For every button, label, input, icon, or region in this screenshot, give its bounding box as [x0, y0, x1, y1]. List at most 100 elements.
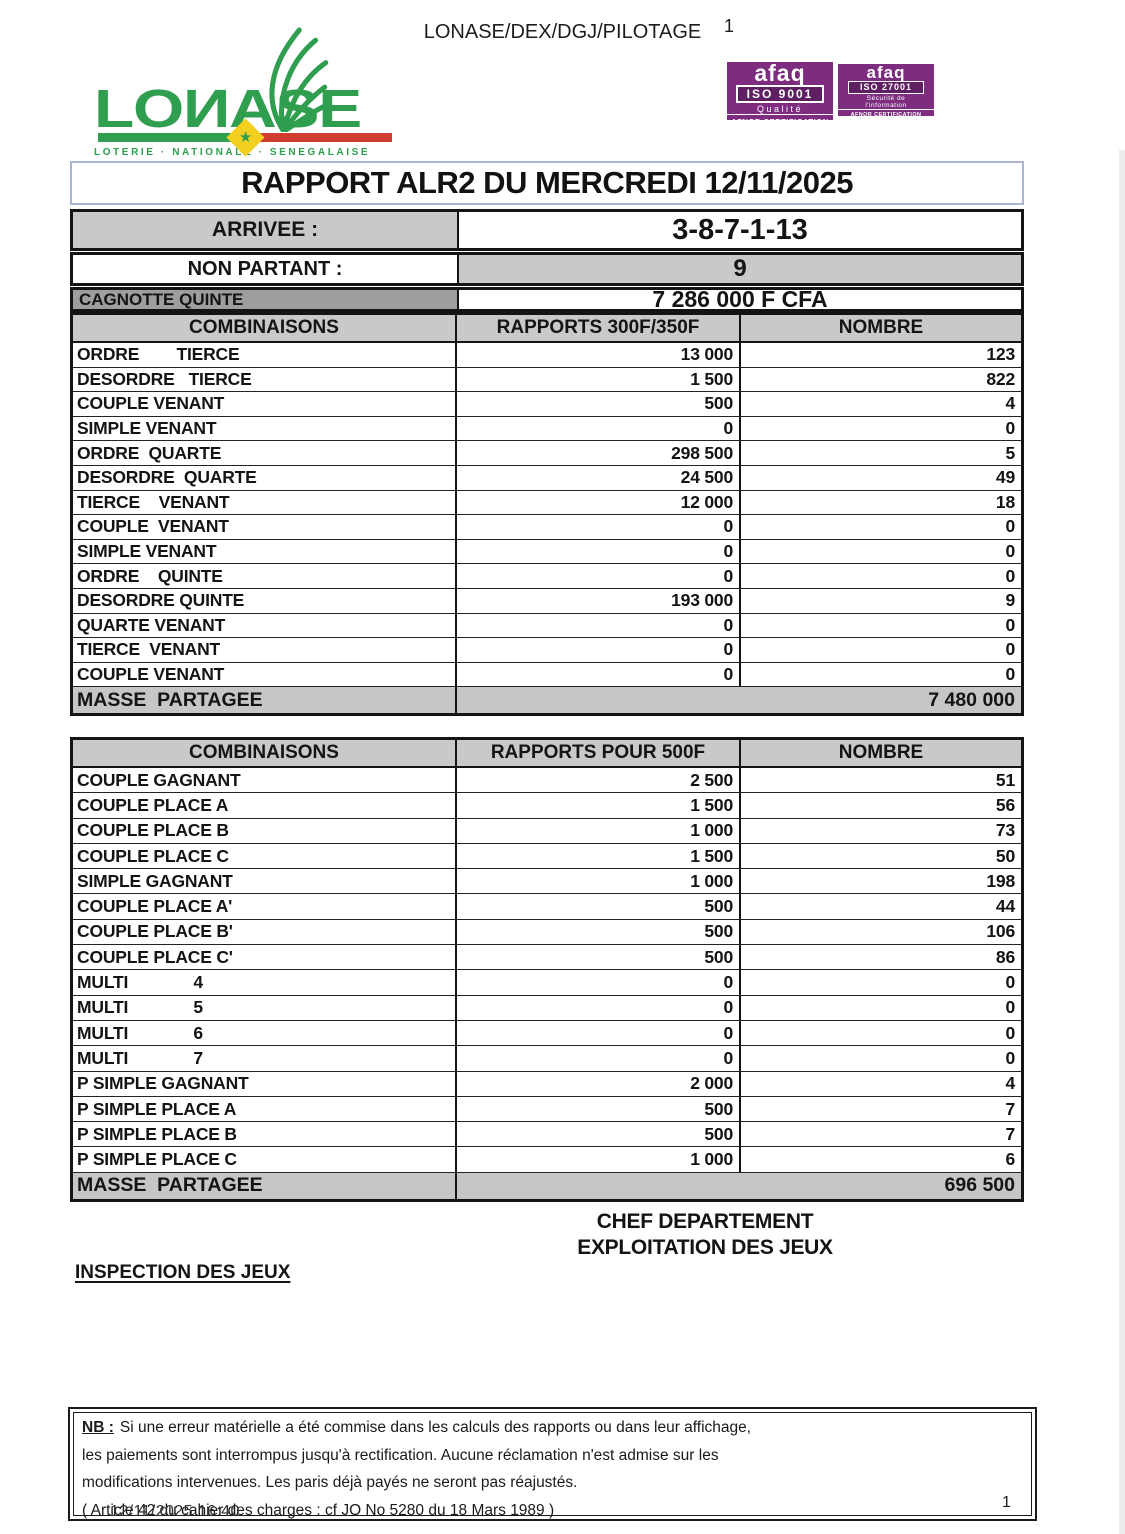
nombre-value: 0 [1005, 972, 1015, 993]
non-partant-label: NON PARTANT : [73, 255, 459, 283]
nombre-value: 4 [1005, 393, 1015, 414]
footer-page-number: 1 [1002, 1494, 1011, 1511]
rapport-value: 0 [457, 613, 741, 638]
table-row: DESORDRE QUARTE 24 500 49 [73, 465, 1021, 491]
rapport-value: 0 [457, 515, 741, 539]
footer-timestamp: 12/11/2025 16:40 [110, 1503, 240, 1520]
table-row: COUPLE PLACE C 1 500 50 [73, 843, 1021, 870]
logo-tagline: LOTERIE · NATIONALE · SENEGALAISE [94, 147, 371, 158]
nb-text-1: Si une erreur matérielle a été commise d… [119, 1419, 752, 1436]
nombre-value: 106 [986, 921, 1015, 942]
rapport-value: 13 000 [457, 343, 741, 367]
combination-label: ORDRE QUARTE [73, 441, 457, 465]
nombre-value: 5 [1005, 442, 1015, 463]
masse-partagee-row: MASSE PARTAGEE 696 500 [73, 1172, 1021, 1199]
nombre-value: 7 [1005, 1123, 1015, 1144]
rapports-500f-table: COMBINAISONS RAPPORTS POUR 500F NOMBRE C… [70, 737, 1024, 1202]
report-title: RAPPORT ALR2 DU MERCREDI 12/11/2025 [241, 165, 853, 200]
arrivee-label: ARRIVEE : [73, 212, 459, 248]
arrivee-row: ARRIVEE : 3-8-7-1-13 [70, 209, 1024, 251]
nb-line-2: les paiements sont interrompus jusqu'à r… [82, 1446, 719, 1464]
nombre-value: 9 [1005, 590, 1015, 611]
logo-flag-bars: ★ [98, 117, 392, 157]
nombre-value: 0 [1005, 418, 1015, 439]
nombre-value: 123 [986, 344, 1015, 365]
table-row: TIERCE VENANT 0 0 [73, 638, 1021, 663]
logo-wordmark: LOИASE [94, 79, 362, 139]
nombre-value: 0 [1005, 639, 1015, 660]
nombre-value: 6 [1005, 1149, 1015, 1170]
rapport-value: 500 [457, 945, 741, 970]
nombre-value: 0 [1005, 565, 1015, 586]
nombre-value: 0 [1005, 614, 1015, 635]
nb-label: NB : [82, 1419, 114, 1436]
rapport-value: 1 500 [457, 843, 741, 869]
table-row: ORDRE QUARTE 298 500 5 [73, 441, 1021, 466]
chef-line2: EXPLOITATION DES JEUX [577, 1236, 833, 1259]
combination-label: DESORDRE TIERCE [73, 367, 457, 392]
nombre-value: 198 [986, 870, 1015, 891]
rapport-value: 500 [457, 919, 741, 945]
chef-departement-signature: CHEF DEPARTEMENT EXPLOITATION DES JEUX [530, 1209, 880, 1261]
afaq-iso9001-badge: afaq ISO 9001 Qualité AFNOR CERTIFICATIO… [727, 62, 833, 126]
table-row: COUPLE PLACE A 1 500 56 [73, 793, 1021, 819]
nombre-value: 822 [986, 368, 1015, 389]
combination-label: ORDRE QUINTE [73, 564, 457, 588]
combination-label: DESORDRE QUARTE [73, 465, 457, 490]
combination-label: COUPLE PLACE A' [73, 894, 457, 919]
nombre-value: 7 [1005, 1098, 1015, 1119]
wing-icon [269, 27, 329, 132]
table-row: P SIMPLE GAGNANT 2 000 4 [73, 1071, 1021, 1097]
header-combinaisons: COMBINAISONS [73, 740, 457, 766]
table-row: MULTI 4 0 0 [73, 970, 1021, 996]
report-title-box: RAPPORT ALR2 DU MERCREDI 12/11/2025 [70, 161, 1024, 205]
lonase-logo: LOИASE ★ LOTERIE · NATIONALE · SENEGALAI… [92, 26, 404, 162]
masse-value: 696 500 [944, 1174, 1016, 1197]
combination-label: COUPLE PLACE C' [73, 945, 457, 970]
nb-note-content: NB : Si une erreur matérielle a été commi… [73, 1412, 1032, 1519]
table-row: COUPLE VENANT 0 0 [73, 662, 1021, 688]
rapport-value: 500 [457, 1122, 741, 1147]
table-row: SIMPLE VENANT 0 0 [73, 416, 1021, 442]
afaq-logo-text: afaq [866, 63, 906, 82]
rapport-value: 298 500 [457, 441, 741, 465]
rapport-value: 1 000 [457, 818, 741, 843]
green-bar [98, 132, 234, 142]
header-rapports: RAPPORTS POUR 500F [457, 740, 741, 766]
rapport-value: 0 [457, 416, 741, 441]
combination-label: COUPLE PLACE B [73, 818, 457, 843]
rapport-value: 193 000 [457, 588, 741, 613]
combination-label: ORDRE TIERCE [73, 343, 457, 367]
nb-line-3: modifications intervenues. Les paris déj… [82, 1474, 578, 1491]
non-partant-row: NON PARTANT : 9 [70, 252, 1024, 286]
header-nombre: NOMBRE [838, 317, 924, 338]
rapport-value: 0 [457, 970, 741, 995]
combination-label: TIERCE VENANT [73, 638, 457, 662]
combination-label: P SIMPLE PLACE A [73, 1096, 457, 1122]
rapport-value: 0 [457, 1046, 741, 1071]
table-row: COUPLE VENANT 0 0 [73, 515, 1021, 540]
combination-label: COUPLE GAGNANT [73, 768, 457, 793]
combination-label: COUPLE PLACE B' [73, 919, 457, 945]
nombre-value: 56 [995, 794, 1015, 815]
red-bar [256, 132, 392, 142]
rapport-value: 500 [457, 392, 741, 416]
combination-label: SIMPLE VENANT [73, 539, 457, 564]
combination-label: COUPLE PLACE A [73, 793, 457, 818]
badge-subtitle: Qualité [756, 104, 804, 114]
afnor-certification-label: AFNOR CERTIFICATION [838, 109, 934, 119]
nombre-value: 0 [1005, 997, 1015, 1018]
scan-edge [1119, 150, 1125, 1534]
inspection-des-jeux-signature: INSPECTION DES JEUX [75, 1262, 291, 1283]
combination-label: COUPLE VENANT [73, 515, 457, 539]
header-combinaisons: COMBINAISONS [73, 315, 457, 341]
star-icon: ★ [238, 128, 252, 146]
table-row: COUPLE PLACE B' 500 106 [73, 919, 1021, 946]
table-row: COUPLE PLACE A' 500 44 [73, 894, 1021, 920]
nombre-value: 18 [995, 491, 1015, 512]
table-header-row: COMBINAISONS RAPPORTS POUR 500F NOMBRE [73, 740, 1021, 768]
combination-label: TIERCE VENANT [73, 490, 457, 515]
rapport-value: 24 500 [457, 465, 741, 490]
iso27001-label: ISO 27001 [848, 81, 924, 94]
